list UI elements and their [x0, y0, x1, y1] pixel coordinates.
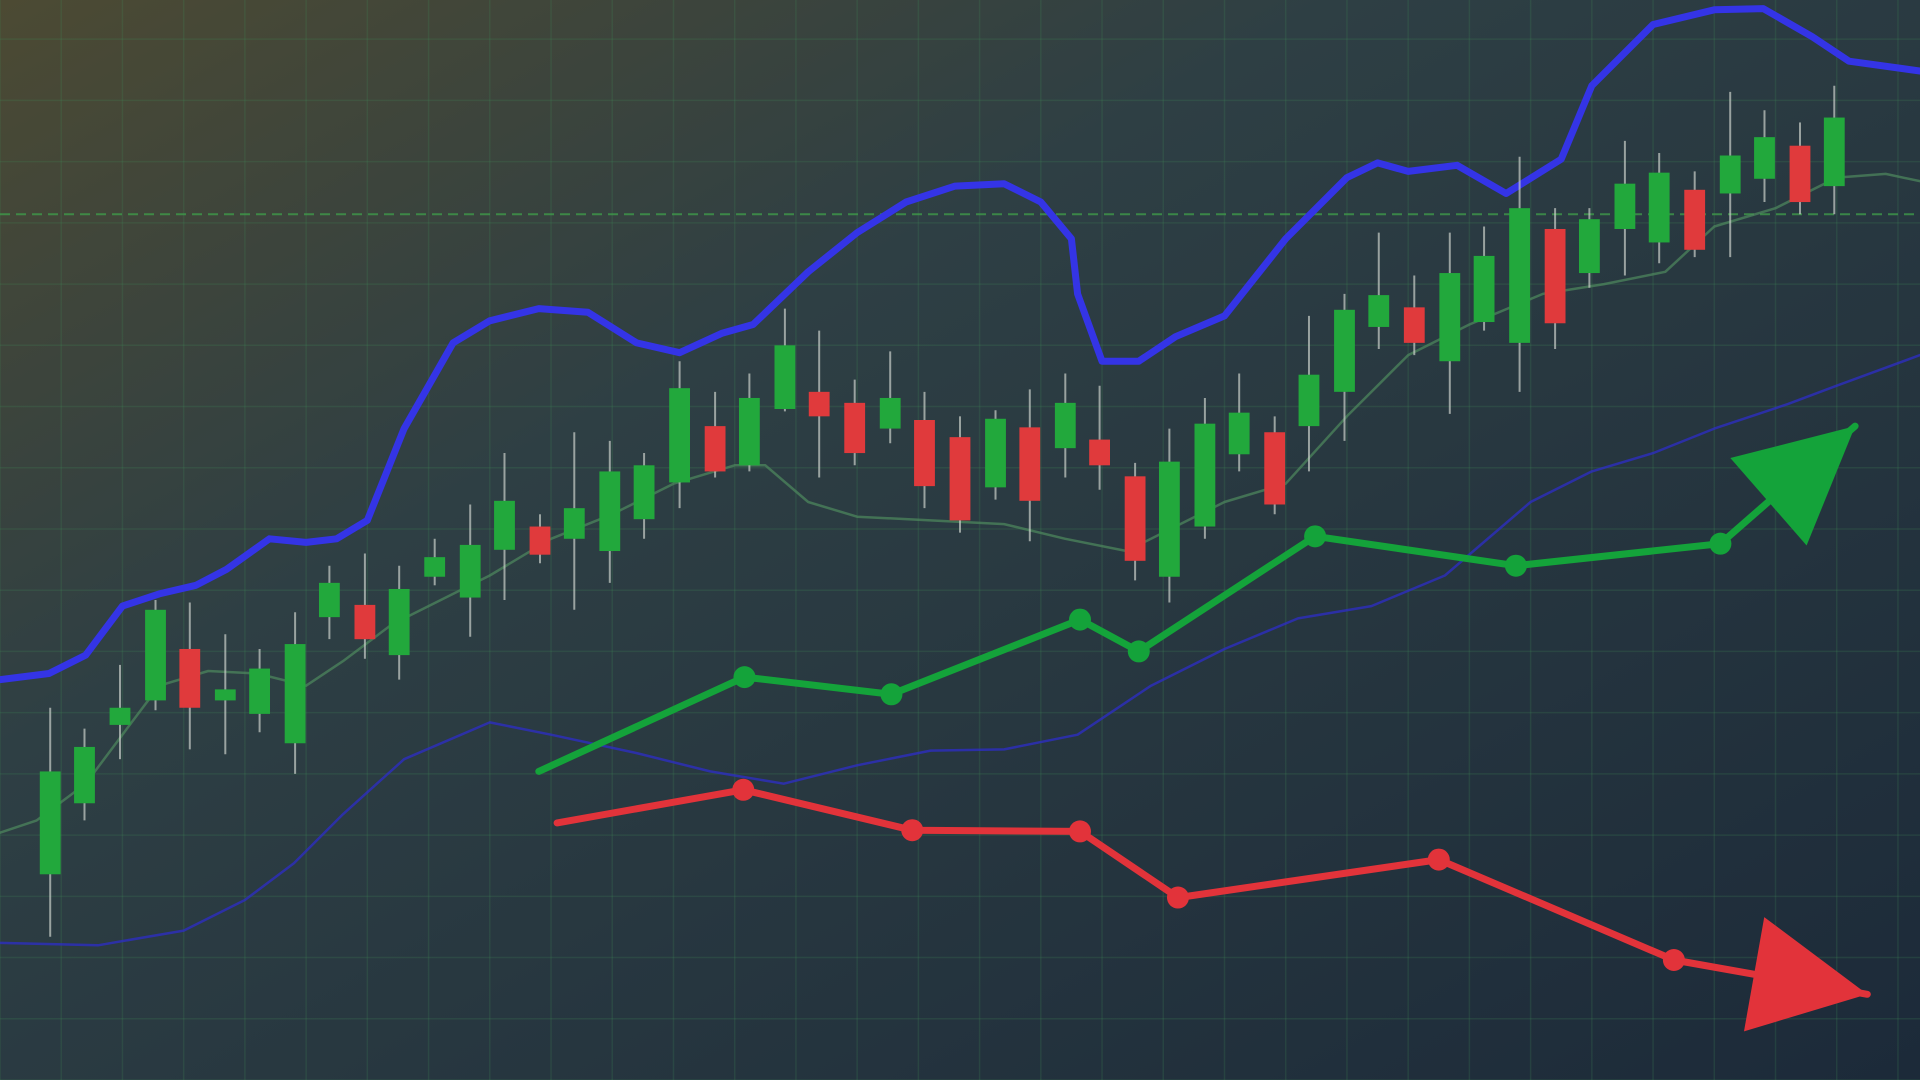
candle-body	[704, 426, 726, 472]
candle-body	[494, 500, 515, 550]
candle-body	[424, 557, 446, 577]
candle-body	[844, 402, 866, 454]
candle-body	[774, 345, 796, 409]
candle-body	[459, 544, 481, 598]
trend-marker	[732, 778, 755, 801]
trend-marker	[901, 819, 924, 842]
trend-arrowhead	[1730, 426, 1856, 546]
candle-body	[1334, 309, 1355, 392]
trend-marker	[1069, 608, 1091, 631]
candle-body	[318, 582, 340, 618]
candle-body	[1194, 423, 1216, 527]
candle-body	[1473, 255, 1495, 323]
candle-body	[39, 771, 61, 875]
candle-body	[1684, 189, 1706, 250]
trend-marker	[1166, 886, 1189, 909]
trend-marker	[1662, 949, 1685, 971]
candle-body	[1124, 476, 1146, 561]
candle-body	[1264, 432, 1286, 505]
candle-body	[563, 508, 585, 539]
candle-body	[388, 588, 410, 656]
candle-body	[599, 471, 621, 552]
candle-body	[354, 604, 376, 640]
candle-body	[109, 707, 131, 725]
candle-body	[669, 388, 690, 483]
candle-body	[1614, 183, 1636, 229]
candle-body	[808, 391, 830, 417]
candle-body	[529, 526, 551, 555]
candle-body	[914, 420, 935, 487]
trend-marker	[1304, 525, 1327, 548]
candle-body	[284, 644, 306, 744]
candle-body	[738, 397, 760, 466]
indicator-line	[0, 5, 1920, 684]
candle-body	[1158, 461, 1180, 577]
candle-body	[1298, 374, 1320, 427]
candle-body	[179, 648, 201, 708]
candle-body	[1789, 145, 1811, 203]
candle-body	[1648, 172, 1670, 243]
candle-body	[1019, 427, 1041, 501]
trend-arrowhead	[1743, 917, 1868, 1032]
trend-line	[553, 786, 1871, 998]
trend-marker	[1427, 848, 1450, 871]
candle-body	[1228, 412, 1250, 455]
candle-body	[249, 668, 270, 714]
candle-body	[74, 746, 95, 804]
candle-body	[1754, 137, 1775, 179]
candle-body	[1544, 228, 1566, 324]
trend-marker	[733, 666, 756, 689]
candle-body	[1578, 219, 1600, 274]
candle-body	[985, 418, 1006, 488]
trend-marker	[1127, 640, 1150, 663]
candle-body	[1368, 295, 1390, 327]
candle-body	[633, 465, 655, 520]
trend-marker	[1709, 532, 1732, 555]
candle-body	[145, 609, 166, 701]
candle-body	[1054, 402, 1076, 449]
candle-body	[1439, 273, 1461, 362]
candle-body	[1823, 117, 1845, 187]
candle-body	[214, 689, 236, 701]
candle-body	[879, 397, 901, 429]
candle-body	[949, 437, 971, 521]
trend-marker	[1069, 820, 1091, 843]
indicator-line	[0, 353, 1920, 947]
candle-body	[1089, 439, 1110, 466]
candle-body	[1403, 307, 1425, 343]
trend-marker	[1504, 554, 1527, 577]
trend-marker	[880, 683, 903, 706]
candle-body	[1719, 155, 1741, 194]
candle-body	[1509, 208, 1530, 343]
